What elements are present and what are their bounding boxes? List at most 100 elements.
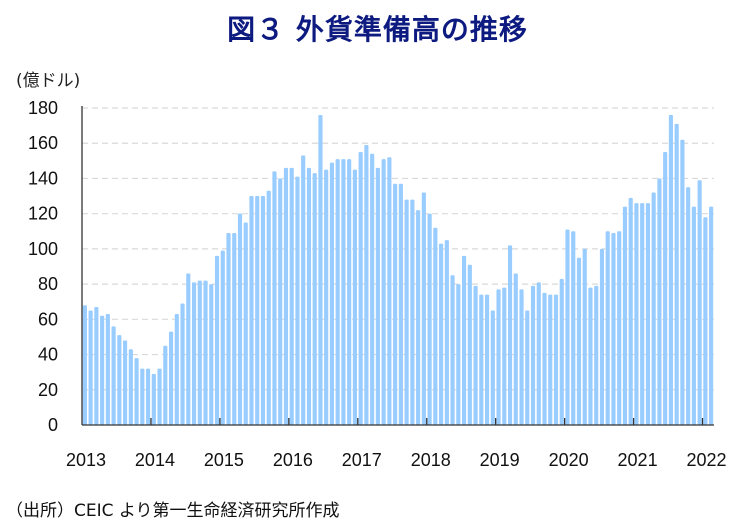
bar xyxy=(490,310,495,425)
bar xyxy=(421,192,426,425)
y-tick-label: 80 xyxy=(38,274,58,294)
bar xyxy=(220,250,225,425)
y-tick-label: 60 xyxy=(38,309,58,329)
bar xyxy=(266,190,271,425)
bar xyxy=(123,340,128,425)
bar xyxy=(691,206,696,425)
y-tick-label: 0 xyxy=(48,415,58,435)
source-note: （出所）CEIC より第一生命経済研究所作成 xyxy=(6,501,340,521)
bar xyxy=(289,167,294,425)
bar xyxy=(370,153,375,426)
bar xyxy=(622,206,628,425)
bar xyxy=(553,294,559,425)
bar xyxy=(502,287,507,425)
y-tick-label: 180 xyxy=(28,98,58,118)
x-tick-label: 2014 xyxy=(135,450,175,470)
bar xyxy=(174,314,179,425)
bar xyxy=(439,243,444,425)
bar xyxy=(352,169,357,425)
bar xyxy=(318,115,323,425)
bar-series xyxy=(82,115,714,426)
bar xyxy=(249,196,254,425)
y-tick-label: 140 xyxy=(28,168,58,188)
bar xyxy=(214,255,220,425)
bar xyxy=(640,203,645,425)
bar xyxy=(209,284,214,425)
bar xyxy=(94,307,99,425)
bar xyxy=(582,248,587,425)
y-axis-unit-label: (億ドル) xyxy=(16,71,81,91)
bar xyxy=(410,199,415,425)
bar xyxy=(686,187,691,425)
y-tick-label: 160 xyxy=(28,133,58,153)
bar xyxy=(709,206,714,425)
bar xyxy=(663,152,668,425)
chart-title: 図３ 外貨準備高の推移 xyxy=(227,13,528,46)
bar xyxy=(387,157,392,425)
bar xyxy=(329,162,334,425)
bar xyxy=(674,123,679,425)
bar xyxy=(168,331,174,425)
bar xyxy=(634,203,639,425)
bar xyxy=(260,196,266,425)
bar xyxy=(599,248,605,425)
bar xyxy=(467,264,472,425)
bar xyxy=(416,210,421,425)
bar xyxy=(433,227,438,425)
bar xyxy=(100,315,105,425)
y-axis-ticks: 0 20 40 60 80 100 120 140 160 180 xyxy=(28,98,58,435)
bar xyxy=(548,294,553,425)
bar xyxy=(117,335,122,425)
bar xyxy=(456,284,461,425)
x-tick-label: 2018 xyxy=(411,450,451,470)
bar xyxy=(278,178,283,425)
x-tick-label: 2022 xyxy=(686,450,726,470)
bar xyxy=(398,183,403,425)
bar xyxy=(703,217,708,425)
bar xyxy=(358,152,363,425)
bar xyxy=(312,173,317,425)
x-tick-label: 2016 xyxy=(273,450,313,470)
bar xyxy=(226,233,231,425)
bar xyxy=(530,285,536,425)
y-tick-label: 100 xyxy=(28,239,58,259)
bar xyxy=(513,273,518,425)
bar xyxy=(571,231,576,425)
bar xyxy=(668,115,673,425)
bar xyxy=(565,229,570,425)
x-tick-label: 2017 xyxy=(342,450,382,470)
bar xyxy=(496,289,501,425)
bar xyxy=(203,280,208,425)
bar xyxy=(197,280,202,425)
bar xyxy=(444,240,449,425)
bar xyxy=(611,233,616,425)
bar xyxy=(450,275,455,425)
bar xyxy=(324,169,329,425)
bar xyxy=(588,287,593,425)
bar xyxy=(341,159,346,425)
axes xyxy=(81,106,714,426)
bar xyxy=(335,159,340,425)
bar xyxy=(680,139,685,425)
bar xyxy=(525,310,530,425)
bar xyxy=(301,155,306,426)
bar xyxy=(128,349,133,425)
bar xyxy=(381,159,386,425)
bar xyxy=(542,292,547,425)
bar xyxy=(272,171,277,425)
bar xyxy=(617,231,622,425)
x-tick-label: 2013 xyxy=(66,450,106,470)
bar xyxy=(628,197,633,425)
bar xyxy=(134,358,139,425)
y-tick-label: 120 xyxy=(28,204,58,224)
bar xyxy=(651,192,656,425)
bar xyxy=(140,368,145,425)
bar xyxy=(255,196,260,425)
bar xyxy=(306,167,312,425)
bar xyxy=(576,257,582,425)
bar xyxy=(404,199,409,425)
bar xyxy=(283,167,289,425)
bar xyxy=(507,245,513,425)
bar xyxy=(146,368,151,425)
